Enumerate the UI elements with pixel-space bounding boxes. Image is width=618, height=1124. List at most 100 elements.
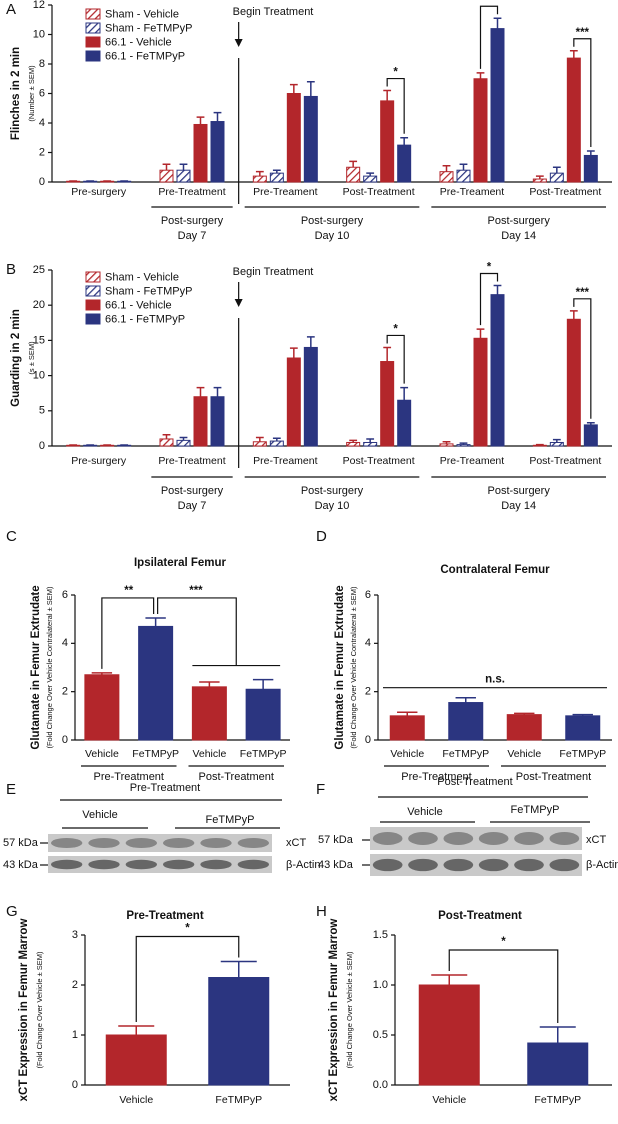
significance-label: * bbox=[487, 262, 492, 274]
blot-group: Vehicle bbox=[82, 809, 117, 821]
bar bbox=[303, 346, 318, 447]
significance-bracket bbox=[573, 298, 592, 419]
group-day: Day 10 bbox=[315, 230, 350, 242]
x-tick-label: FeTMPyP bbox=[559, 748, 606, 760]
blot-band bbox=[125, 859, 158, 870]
y-tick-label: 4 bbox=[365, 637, 371, 649]
x-tick-label: Pre-Treament bbox=[440, 186, 504, 198]
group-label: Pre-Treatment bbox=[93, 771, 164, 783]
bar bbox=[506, 714, 542, 741]
error-bar bbox=[118, 1025, 155, 1035]
blot-band-label: xCT bbox=[286, 837, 306, 849]
error-bar bbox=[586, 150, 595, 156]
error-bar bbox=[586, 422, 595, 425]
legend-label: 66.1 - Vehicle bbox=[105, 299, 172, 311]
annotation-arrowhead bbox=[234, 39, 243, 47]
blot-band bbox=[88, 837, 120, 849]
x-tick-label: FeTMPyP bbox=[534, 1094, 581, 1106]
error-bar bbox=[289, 347, 298, 358]
y-tick-label: 0 bbox=[39, 176, 45, 188]
significance-bracket bbox=[573, 38, 592, 148]
group-label: Pre-Treatment bbox=[401, 771, 472, 783]
blot-title: Pre-Treatment bbox=[130, 782, 201, 794]
legend-swatch bbox=[85, 285, 101, 297]
bar bbox=[566, 57, 581, 183]
bar bbox=[245, 688, 281, 741]
significance-bracket bbox=[101, 597, 155, 669]
significance-bracket bbox=[386, 334, 405, 384]
bar bbox=[363, 441, 378, 447]
blot-marker: 57 kDa bbox=[318, 834, 354, 846]
bar bbox=[397, 399, 412, 447]
legend-swatch bbox=[85, 22, 101, 34]
bar bbox=[176, 439, 191, 447]
blot-band bbox=[514, 832, 544, 845]
y-axis-label: xCT Expression in Femur Marrow bbox=[18, 919, 30, 1102]
blot-band bbox=[549, 832, 580, 845]
bar bbox=[583, 154, 598, 183]
panel-letter: G bbox=[6, 903, 18, 920]
error-bar bbox=[569, 310, 578, 320]
error-bar bbox=[493, 17, 502, 29]
error-bar bbox=[493, 284, 502, 295]
significance-label: * bbox=[185, 923, 190, 935]
bar bbox=[286, 357, 301, 447]
annotation: Begin Treatment bbox=[233, 6, 314, 18]
blot-band-label: β-Actin bbox=[286, 859, 320, 871]
y-tick-label: 0.0 bbox=[373, 1079, 388, 1091]
error-bar bbox=[442, 165, 451, 172]
group-label: Post-surgery bbox=[487, 485, 550, 497]
blot-group: FeTMPyP bbox=[511, 804, 560, 816]
bar bbox=[439, 443, 454, 447]
blot-band bbox=[200, 837, 232, 849]
bar bbox=[439, 171, 454, 183]
legend-label: 66.1 - Vehicle bbox=[105, 36, 172, 48]
blot-band bbox=[372, 832, 403, 845]
x-tick-label: Vehicle bbox=[85, 748, 119, 760]
error-bar bbox=[91, 672, 113, 675]
error-bar bbox=[397, 711, 418, 716]
legend-swatch bbox=[85, 36, 101, 48]
significance-label: n.s. bbox=[485, 674, 505, 686]
error-bar bbox=[213, 111, 222, 122]
error-bar bbox=[400, 137, 409, 146]
bar bbox=[549, 441, 564, 447]
y-tick-label: 5 bbox=[39, 405, 45, 417]
group-day: Day 10 bbox=[315, 500, 350, 512]
bar bbox=[105, 1034, 167, 1086]
x-tick-label: Pre-surgery bbox=[71, 455, 127, 467]
error-bar bbox=[289, 83, 298, 94]
y-tick-label: 6 bbox=[365, 589, 371, 601]
chart-title: Post-Treatment bbox=[438, 910, 522, 922]
group-label: Post-surgery bbox=[301, 485, 364, 497]
x-tick-label: Pre-Treament bbox=[253, 186, 317, 198]
blot-group: Vehicle bbox=[407, 806, 442, 818]
y-tick-label: 12 bbox=[33, 0, 45, 11]
panel-letter: C bbox=[6, 528, 17, 545]
y-tick-label: 6 bbox=[62, 589, 68, 601]
bar bbox=[380, 100, 395, 183]
error-bar bbox=[476, 72, 485, 79]
blot-band bbox=[408, 832, 438, 845]
significance-label: * bbox=[393, 67, 398, 79]
error-bar bbox=[383, 89, 392, 101]
significance-bracket bbox=[479, 272, 499, 326]
significance-label: * bbox=[393, 323, 398, 335]
bar bbox=[159, 169, 174, 183]
y-tick-label: 0 bbox=[365, 734, 371, 746]
blot-band bbox=[200, 859, 232, 870]
panel-letter: H bbox=[316, 903, 327, 920]
error-bar bbox=[455, 696, 476, 703]
bar bbox=[210, 396, 225, 447]
legend-label: Sham - Vehicle bbox=[105, 271, 179, 283]
y-axis-note: (Fold Change Over Vehicle Contralateral … bbox=[45, 586, 54, 749]
x-tick-label: FeTMPyP bbox=[132, 748, 179, 760]
blot-band bbox=[443, 858, 474, 872]
x-tick-label: Post-Treatment bbox=[343, 186, 415, 198]
group-label: Post-Treatment bbox=[199, 771, 274, 783]
blot-band bbox=[408, 858, 438, 872]
bar bbox=[346, 441, 361, 447]
bar bbox=[363, 175, 378, 183]
y-tick-label: 25 bbox=[33, 264, 45, 276]
